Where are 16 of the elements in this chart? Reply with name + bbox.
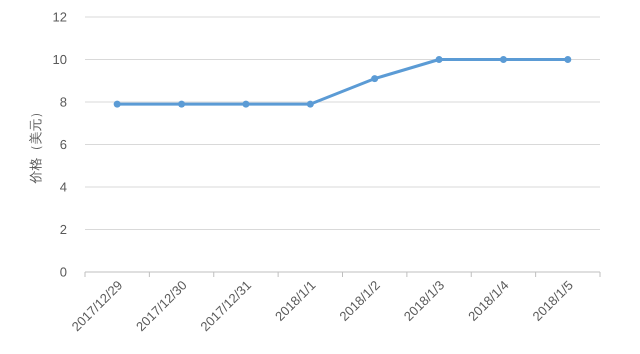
point: [306, 100, 314, 108]
point: [114, 100, 121, 108]
point: [564, 56, 572, 63]
y-tick-label: 6: [60, 137, 67, 152]
y-tick-label: 4: [60, 180, 67, 195]
y-tick-label: 12: [52, 10, 67, 25]
point: [436, 56, 443, 63]
y-tick-label: 2: [60, 222, 67, 238]
point: [178, 100, 186, 108]
y-tick-label: 0: [60, 264, 67, 280]
point: [371, 75, 378, 82]
y-axis-title: 价格（美元）: [28, 106, 43, 184]
y-tick-label: 10: [52, 52, 67, 68]
y-tick-label: 8: [60, 94, 67, 110]
point: [500, 56, 507, 63]
point: [242, 100, 250, 108]
